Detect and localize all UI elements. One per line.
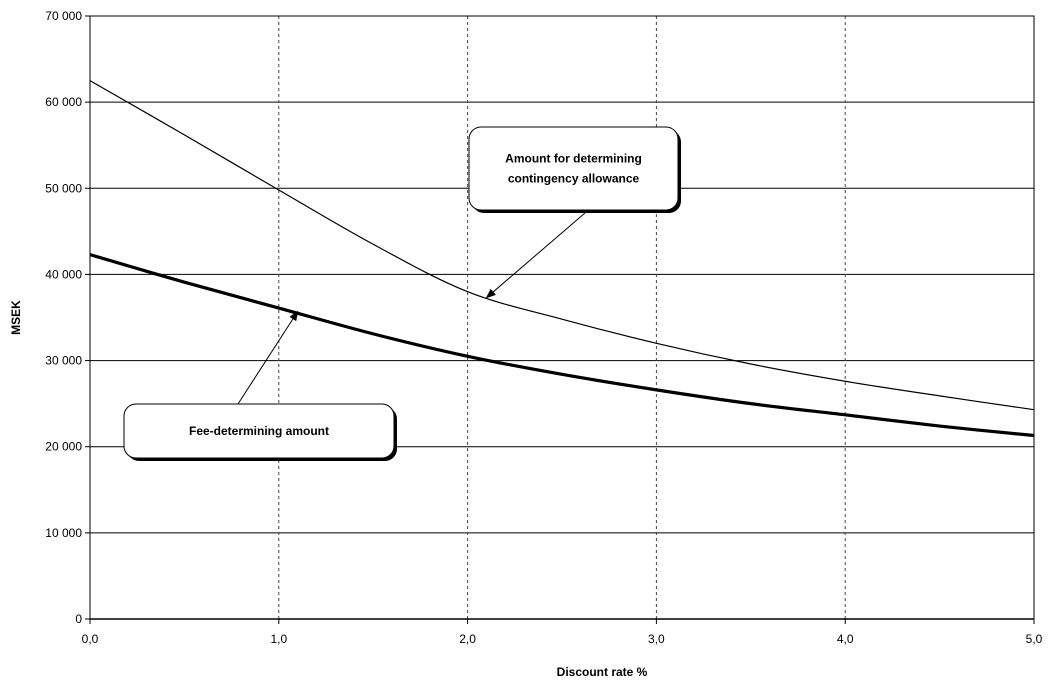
callout-arrow-fee (237, 310, 299, 405)
x-axis-title: Discount rate % (557, 665, 648, 679)
x-tick-label: 3,0 (648, 632, 665, 646)
callout-box-contingency (468, 126, 679, 211)
y-tick-label: 40 000 (45, 267, 82, 281)
x-tick-label: 2,0 (459, 632, 476, 646)
y-tick-label: 0 (75, 612, 82, 626)
callout-text-contingency: contingency allowance (508, 172, 640, 186)
y-tick-label: 60 000 (45, 95, 82, 109)
y-tick-label: 50 000 (45, 181, 82, 195)
x-tick-label: 5,0 (1026, 632, 1043, 646)
y-axis-title: MSEK (9, 300, 23, 335)
callout-box-fee (123, 403, 395, 459)
series-line-fee (89, 253, 1035, 438)
series-line-contingency (89, 80, 1035, 411)
y-tick-label: 20 000 (45, 440, 82, 454)
callout-arrow-contingency (485, 212, 586, 299)
callout-text-fee: Fee-determining amount (189, 424, 329, 438)
plot-area-border (89, 15, 1035, 620)
y-tick-label: 30 000 (45, 354, 82, 368)
x-tick-label: 4,0 (837, 632, 854, 646)
callout-text-contingency: Amount for determining (505, 152, 642, 166)
y-tick-label: 10 000 (45, 526, 82, 540)
y-tick-label: 70 000 (45, 9, 82, 23)
x-tick-label: 1,0 (270, 632, 287, 646)
x-tick-label: 0,0 (82, 632, 99, 646)
